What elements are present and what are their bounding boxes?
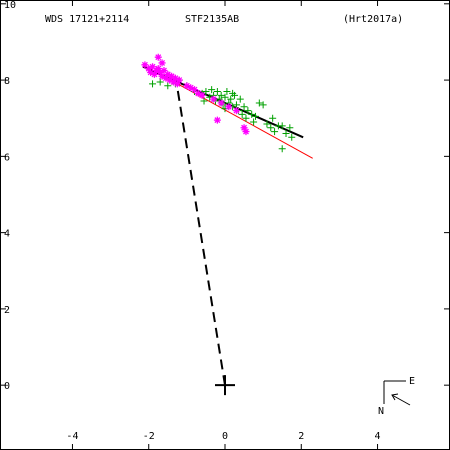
green-point [202, 88, 210, 96]
magenta-point [170, 78, 178, 86]
y-tick-label: 0 [4, 381, 10, 392]
green-point [149, 80, 157, 88]
green-point [213, 88, 221, 96]
magenta-point [149, 63, 157, 71]
x-tick-label: 2 [298, 431, 304, 442]
green-point [278, 145, 286, 153]
magenta-point [240, 124, 248, 132]
y-tick-label: 8 [4, 76, 10, 87]
green-point [208, 86, 216, 94]
green-point [238, 110, 246, 118]
compass-north-label: N [378, 406, 384, 417]
green-point [229, 89, 237, 97]
magenta-point [171, 74, 179, 82]
magenta-point [168, 72, 176, 80]
green-point [250, 118, 258, 126]
magenta-point [213, 116, 221, 124]
green-point [271, 128, 279, 136]
compass: E N [378, 376, 415, 417]
chart-title-right: (Hrt2017a) [343, 14, 403, 25]
magenta-point [225, 103, 233, 111]
magenta-point [183, 82, 191, 90]
x-tick-label: 4 [375, 431, 381, 442]
green-point [242, 114, 250, 122]
green-point [288, 133, 296, 141]
green-point [263, 120, 271, 128]
green-point [236, 95, 244, 103]
motion-arrow-shaft [391, 394, 411, 406]
dashed-separation-line [176, 87, 226, 386]
magenta-point [154, 65, 162, 73]
magenta-point [198, 91, 206, 99]
green-point [269, 114, 277, 122]
primary-star [215, 375, 235, 396]
magenta-point [242, 128, 250, 136]
magenta-point [147, 68, 155, 76]
compass-east-label: E [409, 376, 415, 387]
green-point [240, 103, 248, 111]
y-tick-label: 6 [4, 152, 10, 163]
magenta-point [154, 53, 162, 61]
magenta-point [156, 68, 164, 76]
y-tick-label: 2 [4, 305, 10, 316]
magenta-point [217, 99, 225, 107]
magenta-point [194, 89, 202, 97]
magenta-point [158, 72, 166, 80]
magenta-point [150, 70, 158, 78]
magenta-point [164, 70, 172, 78]
magenta-point [187, 84, 195, 92]
magenta-point [190, 86, 198, 94]
magenta-point [158, 59, 166, 67]
green-point [221, 93, 229, 101]
magenta-point [175, 76, 183, 84]
x-tick-label: -4 [66, 431, 78, 442]
magenta-point [210, 95, 218, 103]
magenta-point [173, 80, 181, 88]
green-point [286, 124, 294, 132]
x-tick-label: 0 [222, 431, 228, 442]
green-point [248, 110, 256, 118]
green-point [231, 91, 239, 99]
green-point [156, 78, 164, 86]
primary-cross [215, 375, 235, 396]
green-point [164, 82, 172, 90]
magenta-point [232, 107, 240, 115]
green-point [223, 88, 231, 96]
green-point [255, 99, 263, 107]
green-point [267, 124, 275, 132]
green-point [282, 129, 290, 137]
chart-lines [142, 64, 313, 386]
magenta-series [141, 53, 250, 136]
chart-title-left: WDS 17121+2114 [45, 14, 129, 25]
magenta-point [166, 76, 174, 84]
green-point [217, 91, 225, 99]
magenta-point [160, 67, 168, 75]
green-point [244, 107, 252, 115]
green-point [200, 97, 208, 105]
green-point [259, 101, 267, 109]
magenta-point [162, 74, 170, 82]
magenta-point [145, 65, 153, 73]
green-point [227, 95, 235, 103]
green-series [149, 76, 296, 153]
x-tick-label: -2 [143, 431, 155, 442]
chart-title-center: STF2135AB [185, 14, 239, 25]
green-point [252, 112, 260, 120]
y-tick-label: 10 [4, 0, 16, 11]
y-tick-label: 4 [4, 229, 10, 240]
magenta-point [141, 61, 149, 69]
green-point [278, 122, 286, 130]
motion-arrow-head [391, 393, 399, 401]
